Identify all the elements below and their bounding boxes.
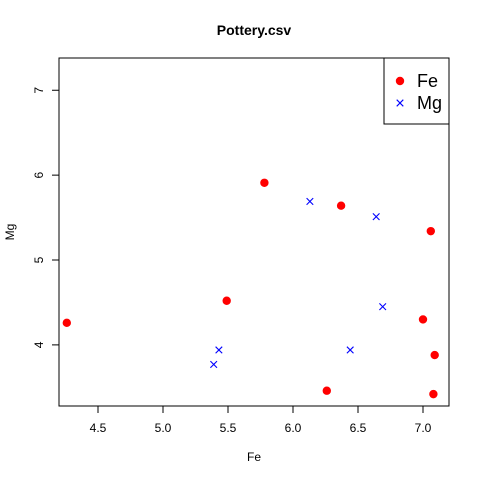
cross-stroke: [306, 197, 314, 206]
data-point-mg: [210, 360, 218, 369]
data-point-mg: [215, 346, 223, 354]
cross-stroke: [346, 346, 354, 354]
data-point-fe: [336, 201, 346, 210]
legend-marker-fe: [395, 76, 405, 86]
x-tick-label: 6.0: [285, 421, 302, 435]
y-axis: 4 5 6 7: [32, 87, 60, 348]
x-tick-label: 5.5: [220, 421, 237, 435]
x-tick-label: 6.5: [350, 421, 367, 435]
data-point-mg: [346, 346, 354, 354]
data-point-fe: [260, 178, 269, 187]
y-tick-label: 5: [32, 256, 46, 263]
cross-stroke: [379, 303, 387, 311]
y-tick-label: 4: [32, 341, 46, 348]
data-point-fe: [62, 318, 72, 328]
cross-stroke: [372, 213, 380, 221]
x-axis: 4.5 5.0 5.5 6.0 6.5 7.0: [90, 405, 432, 435]
x-tick-label: 4.5: [90, 421, 107, 435]
cross-stroke: [215, 346, 223, 354]
data-point-mg: [379, 303, 387, 311]
data-point-fe: [426, 226, 435, 236]
legend-label-fe: Fe: [417, 71, 438, 91]
y-axis-label: Mg: [3, 224, 17, 241]
legend-box: [383, 57, 450, 125]
chart-title: Pottery.csv: [217, 22, 292, 38]
data-point-fe: [222, 296, 231, 305]
data-point-fe: [430, 350, 439, 360]
x-tick-label: 5.0: [155, 421, 172, 435]
x-axis-label: Fe: [247, 450, 261, 464]
data-point-fe: [418, 315, 428, 324]
data-point-mg: [372, 213, 380, 221]
x-tick-label: 7.0: [415, 421, 432, 435]
y-tick-label: 7: [32, 87, 46, 94]
cross-stroke: [210, 360, 218, 369]
data-points: [62, 178, 439, 399]
legend-marker-mg: [396, 99, 404, 107]
data-point-fe: [322, 386, 331, 395]
data-point-fe: [429, 389, 438, 399]
legend-label-mg: Mg: [417, 93, 442, 113]
y-tick-label: 6: [32, 171, 46, 178]
cross-stroke: [396, 99, 404, 107]
data-point-mg: [306, 197, 314, 206]
